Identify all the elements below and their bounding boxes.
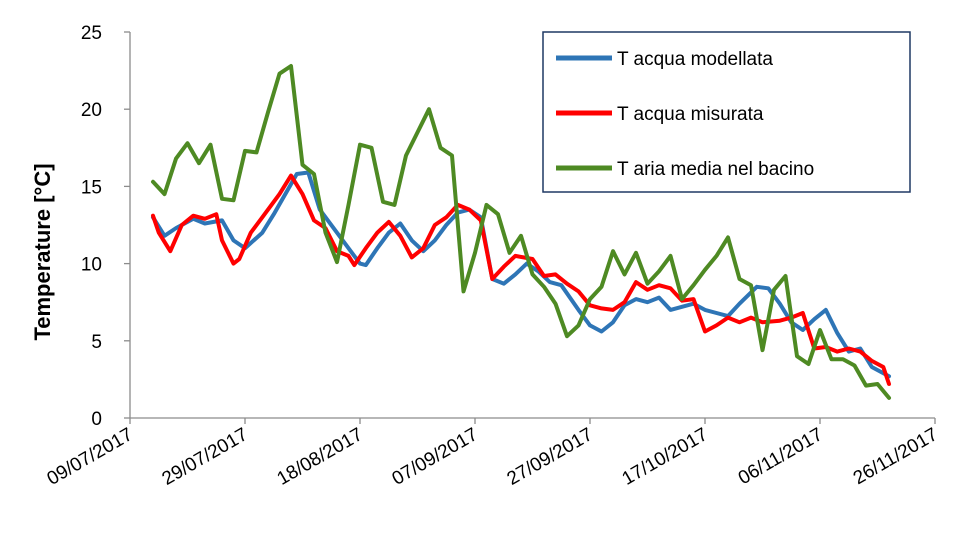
y-axis: 0 5 10 15 20 25 (81, 23, 131, 430)
y-tick-label: 25 (81, 23, 102, 44)
series-layer (151, 64, 891, 400)
x-tick-label: 06/11/2017 (735, 424, 827, 489)
x-tick-label: 29/07/2017 (159, 424, 252, 490)
x-tick-label: 27/09/2017 (504, 424, 597, 490)
y-tick-label: 0 (91, 409, 102, 430)
series-line-2 (151, 173, 891, 386)
x-tick-label: 18/08/2017 (274, 424, 367, 490)
series-line-3 (151, 64, 891, 400)
legend-label-3: T aria media nel bacino (617, 159, 814, 180)
x-tick-label: 17/10/2017 (619, 424, 712, 490)
legend: T acqua modellata T acqua misurata T aria … (542, 31, 911, 193)
legend-label-1: T acqua modellata (617, 49, 773, 70)
legend-label-2: T acqua misurata (617, 104, 764, 125)
x-tick-label: 09/07/2017 (44, 424, 137, 490)
y-tick-label: 10 (81, 255, 102, 276)
y-tick-label: 5 (91, 332, 102, 353)
y-tick-label: 20 (81, 100, 102, 121)
x-tick-label: 07/09/2017 (389, 424, 482, 490)
x-tick-label: 26/11/2017 (850, 424, 942, 489)
series-line-1 (151, 170, 891, 379)
y-axis-title: Temperature [°C] (30, 163, 55, 340)
x-axis: 09/07/2017 29/07/2017 18/08/2017 07/09/2017… (44, 417, 942, 490)
y-tick-label: 15 (81, 177, 102, 198)
